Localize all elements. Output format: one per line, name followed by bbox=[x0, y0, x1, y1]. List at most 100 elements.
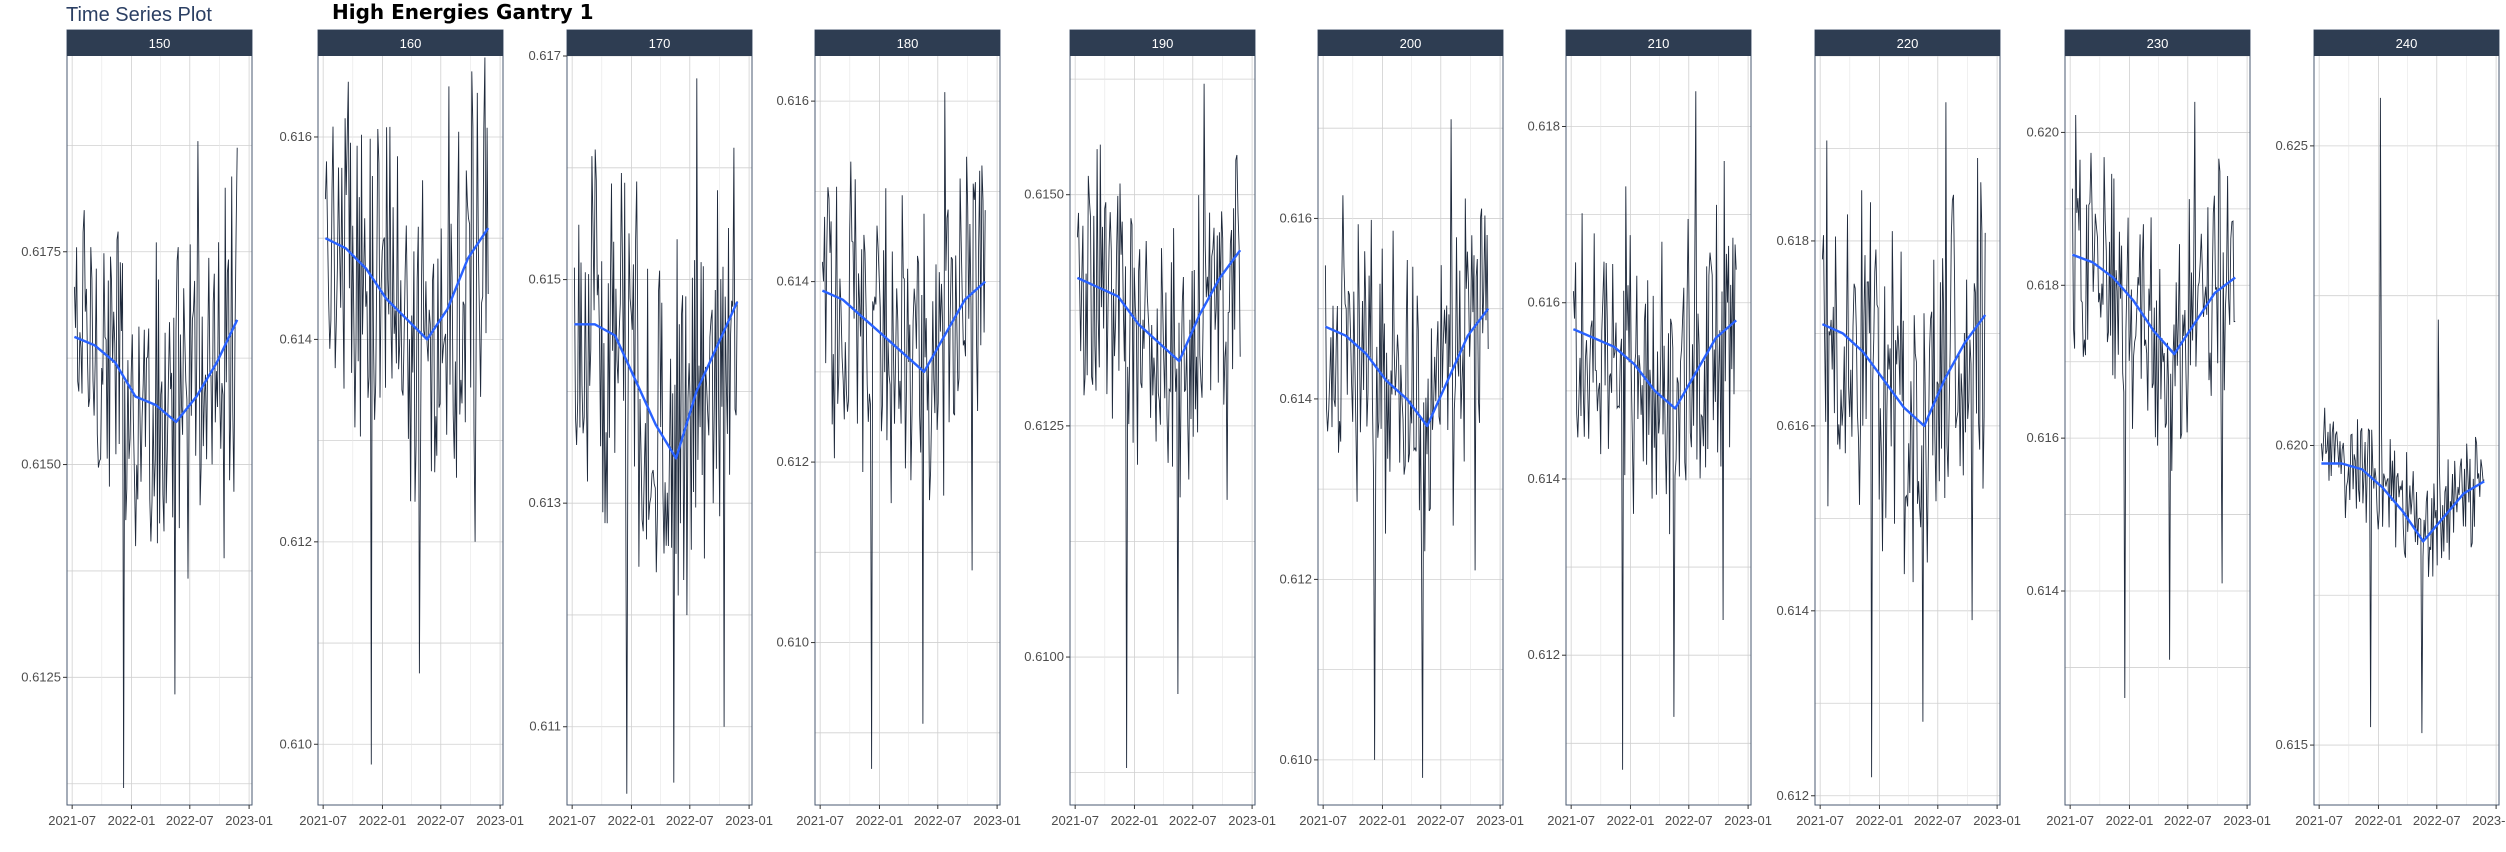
x-tick-label: 2022-07 bbox=[1169, 813, 1217, 828]
y-tick-label: 0.616 bbox=[1279, 210, 1312, 225]
facet-strip-label: 230 bbox=[2147, 36, 2169, 51]
x-tick-label: 2022-01 bbox=[1111, 813, 1159, 828]
x-tick-label: 2023-01 bbox=[225, 813, 273, 828]
series-line-190 bbox=[1076, 83, 1241, 769]
x-tick-label: 2021-07 bbox=[796, 813, 844, 828]
x-tick-label: 2021-07 bbox=[2295, 813, 2343, 828]
y-tick-label: 0.615 bbox=[2275, 737, 2308, 752]
x-tick-label: 2023-01 bbox=[725, 813, 773, 828]
x-tick-label: 2021-07 bbox=[2046, 813, 2094, 828]
x-tick-label: 2021-07 bbox=[1547, 813, 1595, 828]
x-tick-label: 2022-01 bbox=[108, 813, 156, 828]
facet-panel-220: 220 0.612 0.614 0.616 0.618 2021-07 2022-01 202… bbox=[1776, 29, 2021, 828]
facet-panel-240: 240 0.615 0.620 0.625 2021-07 2022-01 2022-07 2… bbox=[2275, 29, 2506, 828]
x-tick-label: 2023-01 bbox=[1476, 813, 1524, 828]
facet-strip-label: 180 bbox=[897, 36, 919, 51]
x-tick-label: 2022-07 bbox=[666, 813, 714, 828]
facet-strip bbox=[2065, 30, 2250, 56]
facet-panel-160: 160 0.610 0.612 0.614 0.616 2021-07 2022-01 202… bbox=[279, 29, 524, 828]
facet-panel-210: 210 0.612 0.614 0.616 0.618 2021-07 2022-01 202… bbox=[1527, 29, 1772, 828]
smooth-line-230 bbox=[2071, 253, 2236, 356]
x-tick-label: 2023-01 bbox=[973, 813, 1021, 828]
x-tick-label: 2022-01 bbox=[1607, 813, 1655, 828]
series-line-160 bbox=[324, 57, 489, 765]
facet-strip bbox=[67, 30, 252, 56]
x-tick-label: 2022-07 bbox=[1665, 813, 1713, 828]
x-tick-label: 2021-07 bbox=[48, 813, 96, 828]
facet-strip-label: 170 bbox=[649, 36, 671, 51]
facet-strip-label: 150 bbox=[149, 36, 171, 51]
y-tick-label: 0.614 bbox=[1776, 603, 1809, 618]
facet-panel-190: 190 0.6100 0.6125 0.6150 2021-07 2022-01 2022-… bbox=[1024, 29, 1276, 828]
x-tick-label: 2022-07 bbox=[2413, 813, 2461, 828]
y-tick-label: 0.625 bbox=[2275, 138, 2308, 153]
x-tick-label: 2021-07 bbox=[1299, 813, 1347, 828]
facet-strip bbox=[2314, 30, 2499, 56]
facet-panel-200: 200 0.610 0.612 0.614 0.616 2021-07 2022-01 202… bbox=[1279, 29, 1524, 828]
smooth-line-220 bbox=[1821, 314, 1987, 428]
y-tick-label: 0.620 bbox=[2026, 124, 2059, 139]
y-tick-label: 0.612 bbox=[1279, 571, 1312, 586]
y-tick-label: 0.612 bbox=[1527, 647, 1560, 662]
smooth-line-180 bbox=[821, 280, 986, 373]
y-tick-label: 0.612 bbox=[279, 534, 312, 549]
y-tick-label: 0.616 bbox=[1776, 418, 1809, 433]
x-tick-label: 2022-01 bbox=[359, 813, 407, 828]
facet-strip-label: 200 bbox=[1400, 36, 1422, 51]
facet-strip bbox=[1815, 30, 2000, 56]
series-line-230 bbox=[2071, 101, 2236, 699]
series-line-170 bbox=[573, 78, 738, 794]
y-tick-label: 0.618 bbox=[1527, 118, 1560, 133]
facet-strip bbox=[1566, 30, 1751, 56]
facet-panel-230: 230 0.614 0.616 0.618 0.620 2021-07 2022-01 202… bbox=[2026, 29, 2271, 828]
y-tick-label: 0.618 bbox=[2026, 277, 2059, 292]
y-tick-label: 0.617 bbox=[528, 48, 561, 63]
y-tick-label: 0.614 bbox=[2026, 583, 2059, 598]
y-tick-label: 0.610 bbox=[776, 635, 809, 650]
smooth-line-210 bbox=[1572, 319, 1737, 410]
y-tick-label: 0.6100 bbox=[1024, 649, 1064, 664]
facet-strip-label: 160 bbox=[400, 36, 422, 51]
x-tick-label: 2022-07 bbox=[1914, 813, 1962, 828]
y-tick-label: 0.616 bbox=[776, 93, 809, 108]
x-tick-label: 2022-01 bbox=[2355, 813, 2403, 828]
y-tick-label: 0.616 bbox=[2026, 430, 2059, 445]
y-tick-label: 0.620 bbox=[2275, 437, 2308, 452]
x-tick-label: 2022-07 bbox=[914, 813, 962, 828]
smooth-line-190 bbox=[1076, 249, 1242, 363]
plot-title: Time Series Plot bbox=[66, 4, 212, 26]
x-tick-label: 2022-01 bbox=[1359, 813, 1407, 828]
facet-strip-label: 210 bbox=[1648, 36, 1670, 51]
x-tick-label: 2023-01 bbox=[1973, 813, 2021, 828]
y-tick-label: 0.6150 bbox=[1024, 187, 1064, 202]
x-tick-label: 2021-07 bbox=[1796, 813, 1844, 828]
y-tick-label: 0.6125 bbox=[1024, 418, 1064, 433]
series-line-240 bbox=[2320, 97, 2485, 734]
y-tick-label: 0.613 bbox=[528, 495, 561, 510]
y-tick-label: 0.6150 bbox=[21, 457, 61, 472]
y-tick-label: 0.618 bbox=[1776, 233, 1809, 248]
y-tick-label: 0.614 bbox=[279, 331, 312, 346]
series-line-200 bbox=[1324, 119, 1489, 778]
y-tick-label: 0.616 bbox=[279, 129, 312, 144]
facet-strip-label: 220 bbox=[1897, 36, 1919, 51]
x-tick-label: 2022-01 bbox=[1856, 813, 1904, 828]
x-tick-label: 2022-07 bbox=[1417, 813, 1465, 828]
main-title: High Energies Gantry 1 bbox=[332, 0, 594, 24]
series-line-210 bbox=[1572, 91, 1737, 770]
y-tick-label: 0.615 bbox=[528, 272, 561, 287]
x-tick-label: 2022-07 bbox=[2164, 813, 2212, 828]
series-line-220 bbox=[1821, 102, 1986, 778]
facet-panel-150: 150 0.6125 0.6150 0.6175 2021-07 2022-01 2022-… bbox=[21, 29, 273, 828]
y-tick-label: 0.616 bbox=[1527, 295, 1560, 310]
smooth-line-240 bbox=[2321, 462, 2485, 543]
x-tick-label: 2022-01 bbox=[608, 813, 656, 828]
y-tick-label: 0.614 bbox=[1279, 391, 1312, 406]
facet-panel-180: 180 0.610 0.612 0.614 0.616 2021-07 2022-01 202… bbox=[776, 29, 1021, 828]
facet-strip-label: 190 bbox=[1152, 36, 1174, 51]
x-tick-label: 2021-07 bbox=[299, 813, 347, 828]
y-tick-label: 0.614 bbox=[776, 274, 809, 289]
facet-strip bbox=[567, 30, 752, 56]
smooth-line-170 bbox=[574, 301, 739, 460]
